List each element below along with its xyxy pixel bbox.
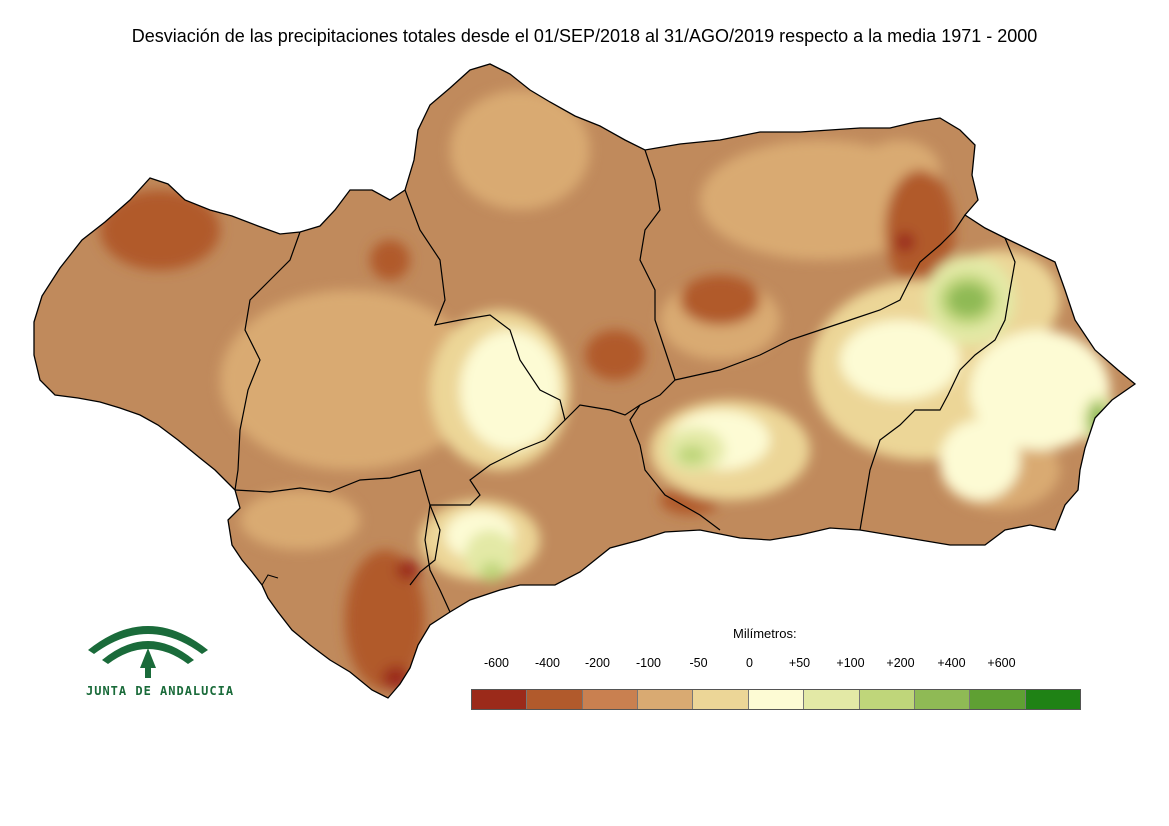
legend-tick: +50 xyxy=(788,656,811,670)
legend-tick: -600 xyxy=(483,656,510,670)
legend-tick: -100 xyxy=(635,656,662,670)
legend-tick: -400 xyxy=(534,656,561,670)
legend-title: Milímetros: xyxy=(733,626,797,641)
legend-tick: +400 xyxy=(937,656,966,670)
junta-de-andalucia-emblem-icon xyxy=(88,626,208,678)
map-title: Desviación de las precipitaciones totale… xyxy=(131,26,1038,46)
legend-swatch xyxy=(693,690,749,709)
legend-swatch xyxy=(859,690,915,709)
legend-swatch xyxy=(748,690,805,709)
legend-tick-labels: -600 -400 -200 -100 -50 0 +50 +100 +200 … xyxy=(471,656,1081,674)
legend-swatch xyxy=(914,690,971,709)
legend-tick: -50 xyxy=(689,656,708,670)
legend-tick: +100 xyxy=(836,656,865,670)
legend-tick: 0 xyxy=(746,656,753,670)
legend-swatch xyxy=(582,690,639,709)
legend-tick: +200 xyxy=(886,656,915,670)
legend-swatch xyxy=(527,690,583,709)
legend-color-bar xyxy=(471,689,1081,710)
legend-swatch xyxy=(472,690,528,709)
province-borders xyxy=(234,149,1016,613)
legend-tick: -200 xyxy=(584,656,611,670)
legend-swatch xyxy=(804,690,860,709)
junta-de-andalucia-logo-text: JUNTA DE ANDALUCIA xyxy=(86,684,235,698)
legend-tick: +600 xyxy=(987,656,1016,670)
legend-swatch xyxy=(970,690,1026,709)
legend-swatch xyxy=(638,690,694,709)
legend-swatch xyxy=(1025,690,1080,709)
